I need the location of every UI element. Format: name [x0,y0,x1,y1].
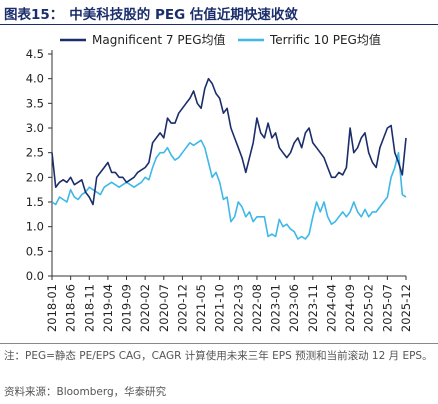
x-tick-label: 2023-01 [269,284,283,332]
x-tick-label: 2019-04 [101,284,115,332]
y-tick-label: 3.0 [26,121,44,135]
figure-title: 图表15： 中美科技股的 PEG 估值近期快速收敛 [4,3,298,23]
divider [0,343,438,344]
y-tick-label: 4.0 [26,72,44,86]
legend-label: Magnificent 7 PEG均值 [92,32,226,47]
y-tick-label: 0.5 [26,244,44,258]
y-tick-label: 1.0 [26,220,44,234]
x-tick-label: 2020-07 [157,284,171,332]
x-tick-label: 2023-06 [287,284,301,332]
x-tick-label: 2021-10 [213,284,227,332]
y-tick-label: 2.5 [26,146,44,160]
y-tick-label: 3.5 [26,96,44,110]
y-tick-label: 4.5 [26,47,44,61]
figure-title-text: 中美科技股的 PEG 估值近期快速收敛 [69,7,298,23]
x-tick-label: 2018-06 [64,284,78,332]
x-tick-label: 2024-09 [343,284,357,332]
x-tick-label: 2021-05 [194,284,208,332]
series-line [51,139,407,240]
y-tick-label: 1.5 [26,195,44,209]
x-tick-label: 2023-11 [306,284,320,332]
chart-note: 注：PEG=静态 PE/EPS CAG，CAGR 计算使用未来三年 EPS 预测… [4,350,433,362]
figure-header: 图表15： 中美科技股的 PEG 估值近期快速收敛 [0,0,438,25]
x-tick-label: 2025-02 [362,284,376,332]
x-tick-label: 2020-12 [175,284,189,332]
x-tick-label: 2025-07 [380,284,394,332]
x-tick-label: 2022-08 [250,284,264,332]
figure-number: 图表15： [4,7,64,23]
series-line [51,77,407,206]
line-chart: 0.0 0.5 1.0 1.5 2.0 2.5 3.0 3.5 4.0 4.5 2018-01 201… [26,32,413,332]
x-tick-label: 2018-11 [82,284,96,332]
y-tick-label: 2.0 [26,170,44,184]
legend-label: Terrific 10 PEG均值 [269,32,381,47]
y-tick-label: 0.0 [26,269,44,283]
x-tick-label: 2025-12 [399,284,413,332]
x-tick-label: 2018-01 [45,284,59,332]
x-tick-label: 2020-02 [138,284,152,332]
x-tick-label: 2022-03 [231,284,245,332]
x-tick-label: 2024-04 [324,284,338,332]
x-tick-label: 2019-09 [120,284,134,332]
chart-source: 资料来源：Bloomberg，华泰研究 [4,386,167,398]
